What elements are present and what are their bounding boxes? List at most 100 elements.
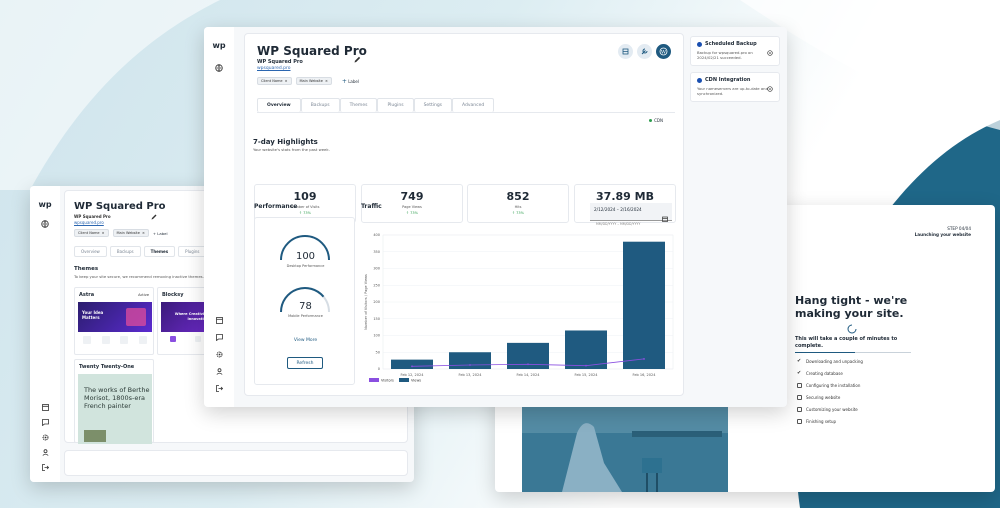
tab-themes[interactable]: Themes — [339, 98, 378, 112]
chip-main-website[interactable]: Main Website × — [295, 77, 332, 85]
x-tick-label: Feb 12, 2024 — [401, 373, 425, 377]
stat-label: Hits — [514, 205, 522, 209]
notification-settings-icon[interactable] — [767, 41, 773, 60]
tab-overview[interactable]: Overview — [257, 98, 301, 112]
theme-card-astra[interactable]: Astra Active Your Idea Matters — [74, 287, 154, 355]
stat-card: 749 Page Views ↑ 73% — [361, 184, 463, 223]
database-button[interactable] — [618, 44, 633, 59]
performance-card: 100 Desktop Performance 78 Mobile Perfor… — [254, 217, 355, 385]
left-sidebar: wp — [30, 186, 60, 482]
checkmark-icon: ✔ — [797, 358, 802, 364]
performance-title: Performance — [254, 203, 298, 210]
site-link[interactable]: wpsquared.pro — [74, 220, 104, 225]
gear-icon[interactable] — [214, 349, 224, 359]
theme-name: Blocksy — [162, 292, 184, 298]
active-badge: Active — [138, 293, 149, 297]
edit-title-icon[interactable] — [354, 48, 361, 67]
traffic-title: Traffic — [361, 203, 382, 210]
x-tick-label: Feb 16, 2024 — [633, 373, 657, 377]
mobile-label: Mobile Performance — [288, 314, 323, 318]
y-tick-label: 400 — [373, 233, 380, 237]
browser-icon[interactable] — [40, 402, 50, 412]
tools-button[interactable] — [637, 44, 652, 59]
x-tick-label: Feb 14, 2024 — [517, 373, 541, 377]
checkbox-icon — [797, 382, 802, 388]
overview-panel: wp WP Squared Pro WP Squared Pro wpsquar… — [204, 27, 787, 407]
edit-title-icon[interactable] — [151, 205, 157, 224]
point-visitors — [469, 364, 471, 366]
stat-label: Number of Visits — [290, 205, 320, 209]
setup-photo — [522, 403, 728, 492]
stat-value: 37.89 MB — [596, 190, 654, 203]
main-sidebar: wp — [204, 27, 234, 407]
wp-logo[interactable]: wp — [38, 200, 52, 209]
refresh-button[interactable]: Refresh — [287, 357, 323, 369]
legend-label-visitors: Visitors — [381, 378, 394, 382]
trend-up-icon: ↑ — [299, 211, 304, 215]
tab-plugins[interactable]: Plugins — [178, 246, 207, 257]
chat-icon[interactable] — [40, 417, 50, 427]
wp-logo[interactable]: wp — [212, 41, 226, 50]
logout-icon[interactable] — [40, 462, 50, 472]
cdn-status: CDN — [649, 118, 663, 123]
site-title: WP Squared Pro — [257, 44, 367, 58]
date-format-hint: MM/DD/YYYY – MM/DD/YYYY — [596, 222, 641, 226]
chip-main-website[interactable]: Main Website × — [112, 229, 149, 237]
browser-icon[interactable] — [214, 315, 224, 325]
tab-backups[interactable]: Backups — [109, 246, 141, 257]
notification-dot — [697, 41, 702, 47]
highlights-title: 7-day Highlights — [253, 138, 318, 146]
logout-icon[interactable] — [214, 383, 224, 393]
mobile-gauge — [280, 287, 330, 313]
loading-spinner — [847, 319, 857, 338]
tab-plugins[interactable]: Plugins — [377, 98, 414, 112]
globe-icon[interactable] — [40, 219, 50, 229]
y-tick-label: 250 — [373, 283, 380, 287]
tab-overview[interactable]: Overview — [74, 246, 107, 257]
notification-settings-icon[interactable] — [767, 77, 773, 96]
left-tabs: Overview Backups Themes Plugins — [74, 246, 207, 257]
site-subtitle: WP Squared Pro — [257, 59, 303, 65]
tt1-preview: The works of Berthe Morisot, 1800s-era F… — [78, 374, 152, 444]
notification-dot — [697, 77, 702, 83]
y-tick-label: 300 — [373, 267, 380, 271]
setup-steps-list: ✔ Downloading and unpacking ✔ Creating data… — [797, 355, 863, 427]
globe-icon[interactable] — [214, 63, 224, 73]
tab-backups[interactable]: Backups — [300, 98, 340, 112]
tabs-divider — [257, 112, 675, 113]
wordpress-button[interactable]: W — [656, 44, 671, 59]
point-visitors — [527, 363, 529, 366]
y-tick-label: 0 — [378, 367, 380, 371]
bar-views — [449, 352, 491, 369]
step-indicator: STEP 04/04 — [947, 226, 971, 231]
y-tick-label: 50 — [376, 350, 380, 354]
tab-advanced[interactable]: Advanced — [452, 98, 495, 112]
site-link[interactable]: wpsquared.pro — [257, 66, 291, 71]
setup-divider — [795, 352, 911, 353]
chat-icon[interactable] — [214, 332, 224, 342]
tab-settings[interactable]: Settings — [413, 98, 453, 112]
notification-scheduled-backup[interactable]: Scheduled Backup Backup for wpsquared.pr… — [690, 36, 780, 66]
chip-client-name[interactable]: Client Name × — [257, 77, 292, 85]
view-more-link[interactable]: View More — [293, 338, 318, 343]
gear-icon[interactable] — [40, 432, 50, 442]
astra-preview: Your Idea Matters — [78, 302, 152, 332]
calendar-icon[interactable] — [662, 207, 668, 226]
bar-views — [391, 359, 433, 369]
cdn-status-dot — [649, 119, 653, 122]
themes-section-desc: To keep your site secure, we recommend r… — [74, 274, 204, 279]
y-tick-label: 350 — [373, 250, 380, 254]
theme-card-twenty-twenty-one[interactable]: Twenty Twenty-One The works of Berthe Mo… — [74, 359, 154, 444]
user-icon[interactable] — [214, 366, 224, 376]
tab-themes[interactable]: Themes — [143, 246, 176, 257]
point-visitors — [585, 364, 587, 367]
user-icon[interactable] — [40, 447, 50, 457]
date-range-picker[interactable]: 2/12/2024 – 2/16/2024 — [590, 203, 672, 222]
setup-subheading: This will take a couple of minutes to co… — [795, 336, 898, 349]
setup-heading: Hang tight - we're making your site. — [795, 294, 908, 320]
add-label-button[interactable]: + Label — [341, 77, 359, 85]
y-axis-label: Number of Visitors / Page Views — [364, 274, 368, 330]
notification-cdn-integration[interactable]: CDN Integration Your nameservers are up-… — [690, 72, 780, 102]
chip-client-name[interactable]: Client Name × — [74, 229, 109, 237]
add-label-button[interactable]: + Label — [152, 230, 168, 236]
